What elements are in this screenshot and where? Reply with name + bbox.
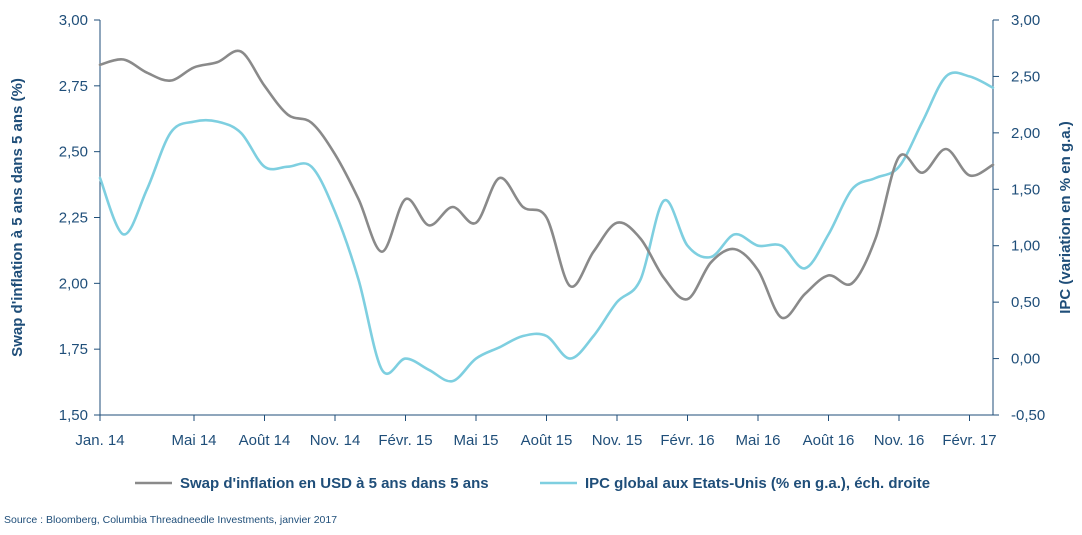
chart-labels: 1,50 1,75 2,00 2,25 2,50 2,75 3,00 -0,50 0,00 0,5… xyxy=(9,12,1074,449)
y-tick-label-right: -0,50 xyxy=(1011,407,1045,424)
y-tick-label-left: 1,50 xyxy=(59,407,88,424)
legend: Swap d'inflation en USD à 5 ans dans 5 a… xyxy=(135,475,930,492)
y-tick-label-left: 2,50 xyxy=(59,144,88,161)
chart-axes xyxy=(94,19,999,421)
source-note: Source : Bloomberg, Columbia Threadneedl… xyxy=(4,514,338,526)
y-axis-title-left: Swap d'inflation à 5 ans dans 5 ans (%) xyxy=(9,78,26,357)
x-tick-label: Févr. 17 xyxy=(942,432,996,449)
x-tick-label: Jan. 14 xyxy=(75,432,124,449)
legend-item-swap-label: Swap d'inflation en USD à 5 ans dans 5 a… xyxy=(180,475,489,492)
y-tick-label-right: 0,00 xyxy=(1011,351,1040,368)
y-tick-label-left: 2,00 xyxy=(59,275,88,292)
y-tick-label-right: 0,50 xyxy=(1011,294,1040,311)
chart-lines xyxy=(98,49,995,383)
y-axis-title-right: IPC (variation en % en g.a.) xyxy=(1057,121,1074,314)
y-tick-label-right: 1,50 xyxy=(1011,181,1040,198)
x-tick-label: Nov. 15 xyxy=(592,432,643,449)
x-tick-label: Mai 15 xyxy=(453,432,498,449)
series-line-cpi xyxy=(98,71,995,383)
y-tick-label-left: 3,00 xyxy=(59,12,88,29)
legend-item-cpi-label: IPC global aux Etats-Unis (% en g.a.), é… xyxy=(585,475,930,492)
x-tick-label: Févr. 16 xyxy=(660,432,714,449)
x-tick-label: Févr. 15 xyxy=(378,432,432,449)
x-tick-label: Août 16 xyxy=(803,432,855,449)
x-tick-label: Août 14 xyxy=(239,432,291,449)
x-tick-label: Nov. 16 xyxy=(874,432,925,449)
y-tick-label-right: 2,50 xyxy=(1011,68,1040,85)
chart: 1,50 1,75 2,00 2,25 2,50 2,75 3,00 -0,50 0,00 0,5… xyxy=(9,12,1074,492)
x-tick-label: Nov. 14 xyxy=(310,432,361,449)
y-tick-label-left: 1,75 xyxy=(59,341,88,358)
x-tick-label: Mai 16 xyxy=(735,432,780,449)
x-tick-label: Août 15 xyxy=(521,432,573,449)
series-line-swap xyxy=(98,49,995,320)
y-tick-label-left: 2,25 xyxy=(59,210,88,227)
y-tick-label-right: 3,00 xyxy=(1011,12,1040,29)
y-tick-label-left: 2,75 xyxy=(59,78,88,95)
y-tick-label-right: 2,00 xyxy=(1011,125,1040,142)
x-tick-label: Mai 14 xyxy=(171,432,216,449)
y-tick-label-right: 1,00 xyxy=(1011,238,1040,255)
